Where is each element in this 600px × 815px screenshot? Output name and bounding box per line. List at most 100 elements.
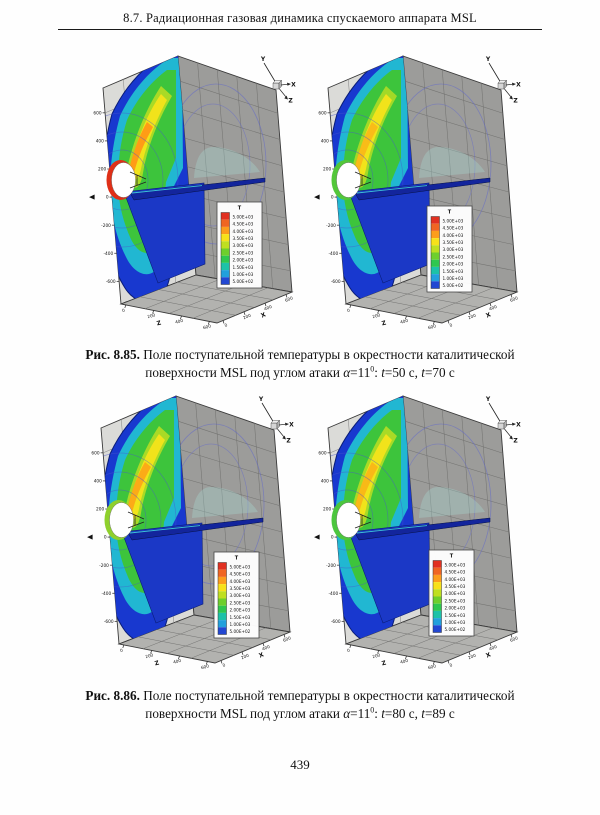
- y-tick-label: -400: [329, 591, 339, 597]
- capsule-mesh: [103, 112, 179, 248]
- legend-swatch: [431, 252, 440, 260]
- legend-swatch: [218, 584, 227, 592]
- legend: T 5.00E+03 4.50E+03 4.00E+03 3.50E+03 3.00E+0…: [216, 201, 263, 289]
- z-tick-label: 400: [400, 658, 409, 665]
- legend-entry-label: 1.50E+03: [233, 265, 254, 270]
- y-tick-label: 400: [96, 139, 104, 145]
- x-arrowhead: [512, 422, 516, 426]
- capsule-mesh: [328, 452, 404, 588]
- x-tick-label: 200: [240, 653, 250, 661]
- capsule-mesh: [328, 112, 404, 248]
- legend-entry-label: 1.50E+03: [443, 269, 464, 274]
- x-tick-label: 600: [509, 635, 519, 643]
- triad-z-label: Z: [286, 438, 291, 445]
- x-tick-label: 600: [284, 295, 294, 303]
- temperature-contour-plot-t89: 600 400 200 0 -200 -400 -600 0 200 400 600 Z 0 200 400…: [314, 395, 521, 670]
- legend-entry-label: 4.00E+03: [445, 577, 466, 582]
- legend-entry-label: 2.50E+03: [233, 250, 254, 255]
- legend-swatch: [221, 226, 230, 235]
- legend-swatch: [431, 259, 440, 267]
- capsule-body: [104, 500, 145, 540]
- legend-entry-label: 3.50E+03: [230, 586, 251, 591]
- triad-cube: [270, 422, 278, 430]
- legend-swatch: [433, 574, 442, 583]
- y-tick-label: -200: [99, 563, 109, 569]
- triad-cube: [272, 82, 280, 90]
- legend: T 5.00E+03 4.50E+03 4.00E+03 3.50E+03 3.00E+0…: [426, 205, 473, 293]
- triad-y-label: Y: [485, 56, 491, 63]
- y-tick-label: -400: [102, 591, 112, 597]
- legend-swatch: [433, 596, 442, 604]
- capsule: [111, 162, 136, 198]
- z-tick-label: 200: [372, 652, 381, 659]
- z-tick-label: 0: [346, 647, 350, 653]
- legend-swatch: [218, 605, 227, 613]
- dome-wash: [419, 487, 485, 518]
- y-tick-label: -200: [326, 223, 336, 229]
- wake-plate: [127, 517, 264, 541]
- legend-swatch: [221, 262, 230, 271]
- z-tick-label: 0: [121, 307, 125, 313]
- x-axis-label: X: [260, 311, 267, 319]
- legend-entry-label: 5.00E+02: [445, 627, 466, 632]
- legend-swatch: [221, 255, 230, 263]
- z-arrowhead: [509, 435, 513, 440]
- mesh-circle: [101, 452, 177, 588]
- capsule-structure: [129, 171, 147, 189]
- legend-swatch: [221, 277, 230, 285]
- legend-entry-label: 5.00E+03: [230, 564, 251, 569]
- legend-swatch: [433, 610, 442, 619]
- legend-swatch: [431, 266, 440, 275]
- legend-title: T: [235, 556, 239, 562]
- axis-labels: 600 400 200 0 -200 -400 -600 0 200 400 600 Z 0 200 400…: [89, 110, 294, 330]
- legend-entry-label: 3.50E+03: [445, 584, 466, 589]
- legend-entry-label: 5.00E+03: [445, 562, 466, 567]
- legend-entry-label: 1.50E+03: [445, 613, 466, 618]
- axis-triad: Y X Z: [485, 56, 521, 105]
- wake-plane: [121, 517, 264, 624]
- mesh-circle: [328, 149, 374, 211]
- capsule-body: [331, 160, 372, 200]
- caption-segment: Поле поступательной температуры в окрест…: [143, 347, 515, 380]
- legend-entry-label: 1.00E+03: [230, 622, 251, 627]
- mesh-circle: [103, 131, 164, 229]
- legend-swatch: [431, 223, 440, 231]
- legend-colorbar-border: [220, 212, 230, 285]
- capsule-structure: [127, 511, 145, 529]
- z-tick-label: 600: [427, 323, 436, 330]
- temperature-contour-plot-t50: 600 400 200 0 -200 -400 -600 0 200 400 600 Z 0 200 400…: [89, 55, 296, 330]
- y-tick-label: -200: [101, 223, 111, 229]
- z-axis-label: Z: [381, 659, 388, 667]
- legend-entry-label: 5.00E+02: [230, 629, 251, 634]
- caption-segment: t: [381, 364, 385, 380]
- z-tick-label: 200: [372, 312, 381, 319]
- legend-entry-label: 3.50E+03: [443, 240, 464, 245]
- wake-plane: [123, 177, 266, 284]
- legend-swatch: [221, 234, 230, 242]
- legend-swatch: [433, 582, 442, 590]
- caption-segment: α: [343, 705, 351, 721]
- legend: T 5.00E+03 4.50E+03 4.00E+03 3.50E+03 3.00E+0…: [428, 549, 475, 637]
- y-tick-label: 400: [321, 479, 329, 485]
- z-tick-label: 600: [202, 323, 211, 330]
- caption-segment: =80 с,: [384, 705, 422, 721]
- caption-segment: t: [381, 705, 385, 721]
- legend-entry-label: 3.00E+03: [230, 593, 251, 598]
- z-arrowhead: [282, 435, 286, 440]
- y-tick-label: 400: [94, 479, 102, 485]
- legend-swatch: [431, 245, 440, 253]
- x-arrowhead: [512, 82, 516, 86]
- legend-entry-label: 2.00E+03: [443, 262, 464, 267]
- wake-plane: [348, 177, 491, 284]
- caption-segment: Рис. 8.86.: [85, 688, 144, 703]
- legend-title: T: [238, 206, 242, 212]
- caption-segment: :: [374, 364, 382, 380]
- x-tick-label: 200: [467, 653, 477, 661]
- legend-entry-label: 1.50E+03: [230, 615, 251, 620]
- capsule: [336, 162, 361, 198]
- y-tick-label: 400: [321, 139, 329, 145]
- header-rule: [58, 29, 542, 30]
- mesh-circle: [103, 112, 179, 248]
- z-tick-label: 400: [400, 318, 409, 325]
